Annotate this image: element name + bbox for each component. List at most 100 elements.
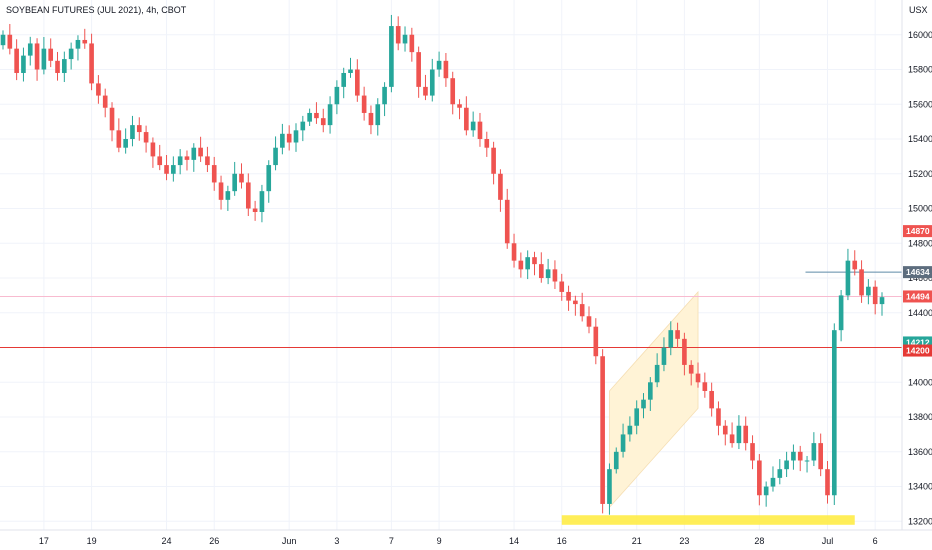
candle-body xyxy=(784,460,789,470)
candle-body xyxy=(709,390,714,409)
candle-body xyxy=(89,43,94,84)
candle-body xyxy=(600,356,605,504)
y-tick-label: 15000 xyxy=(908,204,932,214)
candle-body xyxy=(450,78,456,105)
candle-body xyxy=(259,191,265,212)
candle-body xyxy=(579,304,585,317)
candle-body xyxy=(464,107,469,131)
candle-body xyxy=(491,147,496,174)
candle-body xyxy=(763,486,769,496)
candle-body xyxy=(130,125,135,140)
candle-body xyxy=(470,121,476,131)
candle-body xyxy=(825,469,830,496)
candle-body xyxy=(648,382,653,400)
price-tag xyxy=(903,225,932,238)
candle-body xyxy=(164,165,169,174)
candle-body xyxy=(286,133,292,143)
price-tag-label: 14494 xyxy=(906,291,930,301)
x-tick-label: 26 xyxy=(209,536,219,546)
candle-body xyxy=(300,121,306,131)
candle-body xyxy=(641,399,646,409)
candle-body xyxy=(845,260,851,296)
candle-body xyxy=(75,39,81,49)
candle-body xyxy=(177,156,183,166)
candle-body xyxy=(116,130,122,148)
candle-body xyxy=(395,26,401,44)
candle-body xyxy=(838,295,844,331)
candle-body xyxy=(171,165,176,174)
candle-body xyxy=(879,297,885,305)
candle-body xyxy=(613,451,619,470)
candle-body xyxy=(607,469,612,504)
candle-body xyxy=(198,147,203,157)
candle-body xyxy=(409,34,415,53)
candle-body xyxy=(191,147,197,160)
candle-body xyxy=(559,281,565,292)
candle-body xyxy=(852,260,858,270)
candle-body xyxy=(777,469,783,478)
candle-body xyxy=(702,382,708,391)
candle-body xyxy=(41,48,47,70)
candle-body xyxy=(416,52,421,87)
candle-body xyxy=(423,86,428,96)
y-tick-label: 14800 xyxy=(908,238,932,248)
candle-body xyxy=(552,269,558,282)
candle-body xyxy=(818,443,823,470)
candle-body xyxy=(457,104,462,108)
candle-body xyxy=(716,408,721,426)
candle-body xyxy=(443,60,449,79)
candle-body xyxy=(232,173,237,192)
x-tick-label: Jun xyxy=(282,536,297,546)
x-tick-label: Jul xyxy=(822,536,834,546)
support-highlight xyxy=(561,515,855,525)
x-tick-label: 9 xyxy=(437,536,442,546)
candle-body xyxy=(389,26,394,87)
x-tick-label: 6 xyxy=(873,536,878,546)
candle-body xyxy=(218,182,224,200)
y-tick-label: 15400 xyxy=(908,134,932,144)
candle-body xyxy=(96,83,101,96)
y-tick-label: 14400 xyxy=(908,308,932,318)
x-tick-label: 28 xyxy=(754,536,764,546)
candles xyxy=(0,14,885,515)
candle-body xyxy=(627,425,633,435)
candle-body xyxy=(375,104,381,126)
candle-body xyxy=(341,72,347,87)
candle-body xyxy=(368,112,374,126)
price-tag-label: 14634 xyxy=(906,267,930,277)
candle-body xyxy=(797,451,803,461)
candle-body xyxy=(205,156,210,166)
candle-body xyxy=(736,425,742,444)
candle-body xyxy=(245,182,251,209)
y-tick-label: 16000 xyxy=(908,30,932,40)
price-tag xyxy=(903,344,932,357)
candle-body xyxy=(239,173,244,183)
candle-body xyxy=(102,95,108,108)
candle-body xyxy=(307,112,312,122)
candle-body xyxy=(545,269,551,279)
y-tick-label: 13600 xyxy=(908,447,932,457)
rising-channel xyxy=(609,290,699,509)
candle-body xyxy=(634,408,640,426)
candle-body xyxy=(654,364,660,383)
time-axis-bg xyxy=(0,530,932,550)
candle-body xyxy=(34,43,40,70)
candle-body xyxy=(82,39,88,44)
candle-body xyxy=(314,112,319,119)
candle-body xyxy=(477,121,483,140)
x-tick-label: 14 xyxy=(509,536,519,546)
candle-body xyxy=(722,425,728,435)
y-tick-label: 15800 xyxy=(908,65,932,75)
chart-title: SOYBEAN FUTURES (JUL 2021), 4h, CBOT xyxy=(6,5,187,15)
candle-body xyxy=(21,55,26,73)
candle-body xyxy=(62,59,67,73)
x-tick-label: 16 xyxy=(557,536,567,546)
candle-body xyxy=(402,34,408,44)
candle-body xyxy=(136,125,142,133)
x-tick-label: 17 xyxy=(39,536,49,546)
candle-body xyxy=(266,165,272,192)
candle-body xyxy=(109,107,115,131)
x-tick-label: 3 xyxy=(334,536,339,546)
x-tick-label: 7 xyxy=(389,536,394,546)
